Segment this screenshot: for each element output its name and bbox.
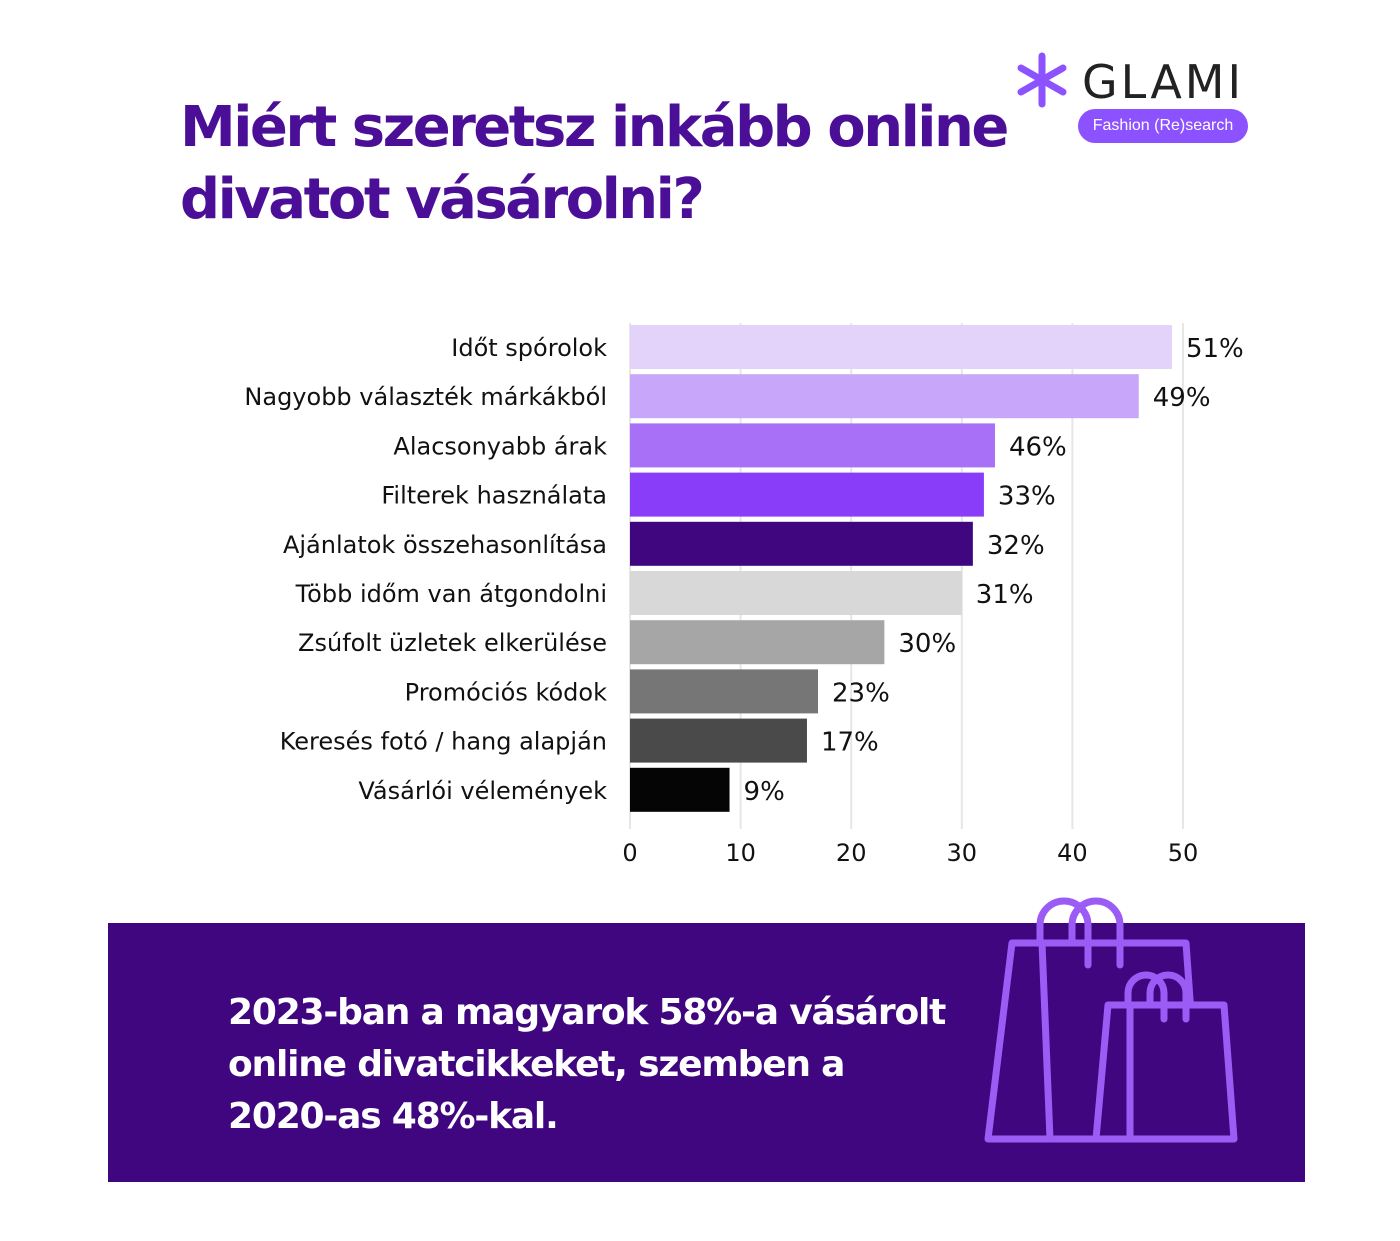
logo-wordmark: GLAMI — [1082, 55, 1245, 109]
bar — [630, 423, 995, 468]
footer-text: 2023-ban a magyarok 58%-a vásárolt onlin… — [228, 992, 946, 1137]
x-tick-label: 10 — [725, 839, 756, 867]
shopping-bags-icon — [984, 897, 1238, 1143]
bar — [630, 620, 885, 665]
category-label: Alacsonyabb árak — [393, 432, 607, 460]
category-label: Zsúfolt üzletek elkerülése — [298, 629, 607, 657]
bar — [630, 325, 1172, 369]
x-tick-label: 40 — [1057, 839, 1088, 867]
bar — [630, 472, 984, 517]
asterisk-icon — [1017, 52, 1067, 108]
x-tick-label: 30 — [947, 839, 978, 867]
data-label: 9% — [744, 777, 785, 807]
logo-tagline: Fashion (Re)search — [1078, 109, 1248, 143]
bar — [630, 718, 807, 763]
glami-logo: GLAMI Fashion (Re)search — [1014, 50, 1254, 150]
category-label: Promóciós kódok — [405, 678, 607, 706]
bar — [630, 521, 973, 566]
bar — [630, 669, 819, 714]
data-label: 51% — [1186, 334, 1244, 364]
bar — [630, 571, 962, 615]
data-label: 33% — [998, 482, 1056, 512]
bar — [630, 374, 1139, 419]
category-label: Vásárlói vélemények — [358, 777, 607, 805]
data-label: 30% — [898, 629, 956, 659]
data-label: 31% — [976, 580, 1034, 610]
data-label: 23% — [832, 678, 890, 708]
data-label: 17% — [821, 728, 879, 758]
data-label: 46% — [1009, 432, 1067, 462]
chart-title: Miért szeretsz inkább online divatot vás… — [180, 95, 1009, 232]
x-tick-label: 20 — [836, 839, 867, 867]
x-tick-label: 50 — [1168, 839, 1199, 867]
data-label: 32% — [987, 531, 1045, 561]
category-label: Több időm van átgondolni — [295, 580, 607, 608]
x-tick-label: 0 — [622, 839, 637, 867]
data-label: 49% — [1153, 383, 1211, 413]
category-label: Nagyobb választék márkákból — [244, 383, 607, 411]
bar — [630, 767, 730, 812]
category-label: Filterek használata — [381, 482, 607, 510]
category-label: Keresés fotó / hang alapján — [280, 728, 607, 756]
bar-chart: Időt spórolok 51% Nagyobb választék márkák… — [244, 323, 1244, 867]
category-label: Ajánlatok összehasonlítása — [283, 531, 607, 559]
category-label: Időt spórolok — [451, 334, 607, 362]
